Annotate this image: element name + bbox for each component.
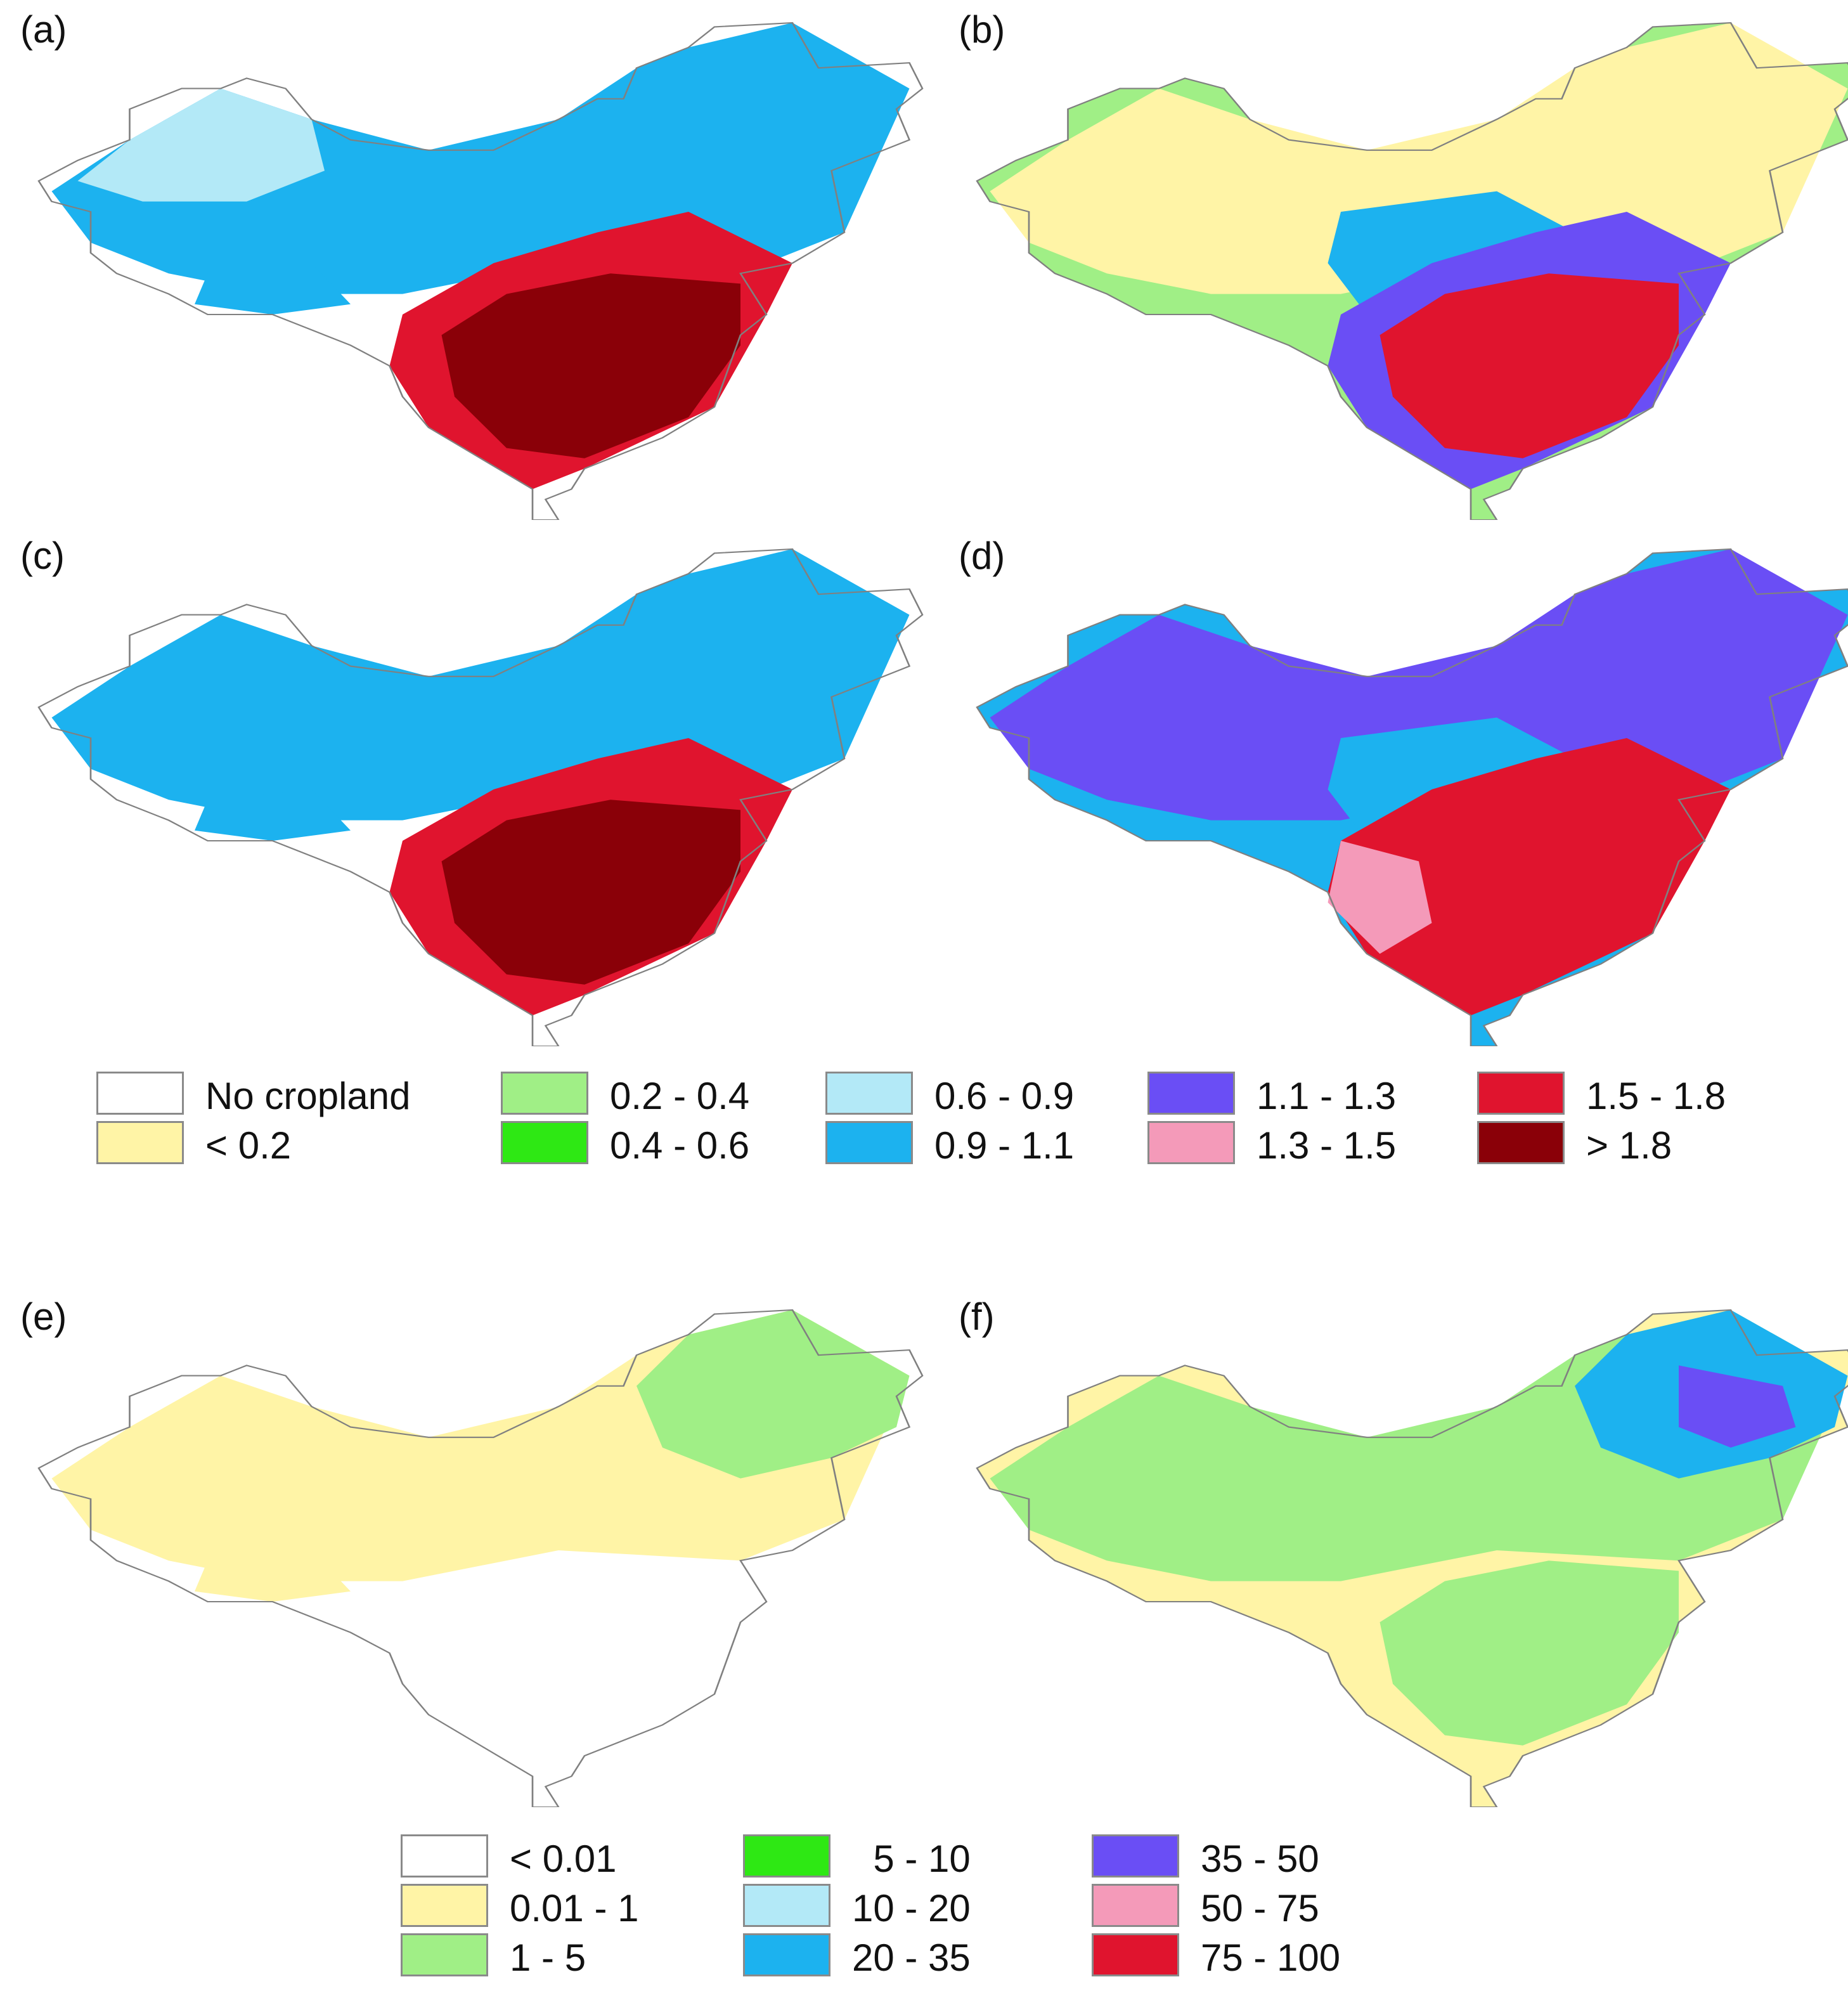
map-border — [976, 1309, 1848, 1807]
map-fill-region — [195, 789, 351, 841]
map-fill-region — [195, 1550, 351, 1602]
panel-label-f: (f) — [959, 1295, 995, 1338]
map-fill-region — [636, 1309, 910, 1479]
map-region-group — [37, 22, 924, 520]
legend-label: 0.2 - 0.4 — [610, 1075, 750, 1117]
map-fill-region — [1328, 738, 1731, 1016]
map-panel-f: (f) — [951, 1294, 1848, 1807]
map-region-group — [37, 548, 924, 1046]
legend-label: No cropland — [205, 1075, 411, 1117]
legend-swatch — [1147, 1121, 1235, 1164]
legend-swatch — [1477, 1121, 1565, 1164]
panel-label-d: (d) — [959, 535, 1005, 577]
legend-label: 5 - 10 — [852, 1838, 971, 1880]
map-region-group — [976, 1309, 1848, 1807]
legend-label: 1.1 - 1.3 — [1257, 1075, 1397, 1117]
map-border — [37, 22, 924, 520]
map-c — [37, 548, 924, 1046]
map-border — [37, 548, 924, 1046]
map-fill-region — [441, 800, 740, 985]
legend-swatch — [1147, 1072, 1235, 1115]
panel-label-a: (a) — [20, 8, 67, 51]
map-fill-region — [1380, 273, 1679, 458]
legend-label: 35 - 50 — [1201, 1838, 1319, 1880]
legend-label: 0.4 - 0.6 — [610, 1124, 750, 1167]
map-fill-region — [1380, 1560, 1679, 1746]
legend-swatch — [1477, 1072, 1565, 1115]
panel-label-e: (e) — [20, 1295, 67, 1338]
map-border — [37, 1309, 924, 1807]
legend-swatch — [401, 1834, 488, 1878]
map-f — [976, 1309, 1848, 1807]
legend-label: 0.9 - 1.1 — [934, 1124, 1075, 1167]
map-border — [976, 22, 1848, 520]
map-panel-a: (a) — [13, 6, 926, 520]
legend-label: 1.3 - 1.5 — [1257, 1124, 1397, 1167]
map-fill-region — [51, 548, 910, 820]
map-fill-region — [195, 263, 351, 315]
map-d — [976, 548, 1848, 1046]
legend-label: 0.6 - 0.9 — [934, 1075, 1075, 1117]
map-region-group — [976, 548, 1848, 1046]
legend-label: 1.5 - 1.8 — [1586, 1075, 1726, 1117]
legend-swatch — [96, 1121, 184, 1164]
legend-swatch — [501, 1121, 588, 1164]
map-fill-region — [77, 88, 325, 202]
legend-label: 75 - 100 — [1201, 1936, 1341, 1979]
legend-label: 50 - 75 — [1201, 1887, 1319, 1929]
legend-swatch — [401, 1884, 488, 1927]
legend-label: 1 - 5 — [510, 1936, 586, 1979]
legend-swatch — [1092, 1933, 1179, 1976]
legend-swatch — [743, 1933, 830, 1976]
legend-swatch — [1092, 1884, 1179, 1927]
legend-label: 20 - 35 — [852, 1936, 971, 1979]
map-fill-region — [1328, 841, 1432, 954]
map-region-group — [976, 22, 1848, 520]
legend-label: < 0.01 — [510, 1838, 617, 1880]
legend-label: < 0.2 — [205, 1124, 292, 1167]
legend-swatch — [825, 1121, 913, 1164]
map-panel-e: (e) — [13, 1294, 926, 1807]
map-region-group — [37, 1309, 924, 1807]
legend-swatch — [501, 1072, 588, 1115]
map-fill-region — [1679, 1365, 1796, 1448]
map-e — [37, 1309, 924, 1807]
map-fill-region — [441, 273, 740, 458]
legend-swatch — [743, 1834, 830, 1878]
legend-swatch — [825, 1072, 913, 1115]
legend-swatch — [401, 1933, 488, 1976]
legend-label: > 1.8 — [1586, 1124, 1672, 1167]
map-a — [37, 22, 924, 520]
legend-label: 0.01 - 1 — [510, 1887, 639, 1929]
legend-swatch — [96, 1072, 184, 1115]
panel-label-b: (b) — [959, 8, 1005, 51]
map-panel-d: (d) — [951, 533, 1848, 1046]
map-panel-b: (b) — [951, 6, 1848, 520]
panel-label-c: (c) — [20, 535, 65, 577]
legend-label: 10 - 20 — [852, 1887, 971, 1929]
legend-swatch — [1092, 1834, 1179, 1878]
legend-swatch — [743, 1884, 830, 1927]
map-b — [976, 22, 1848, 520]
map-panel-c: (c) — [13, 533, 926, 1046]
map-border — [976, 548, 1848, 1046]
